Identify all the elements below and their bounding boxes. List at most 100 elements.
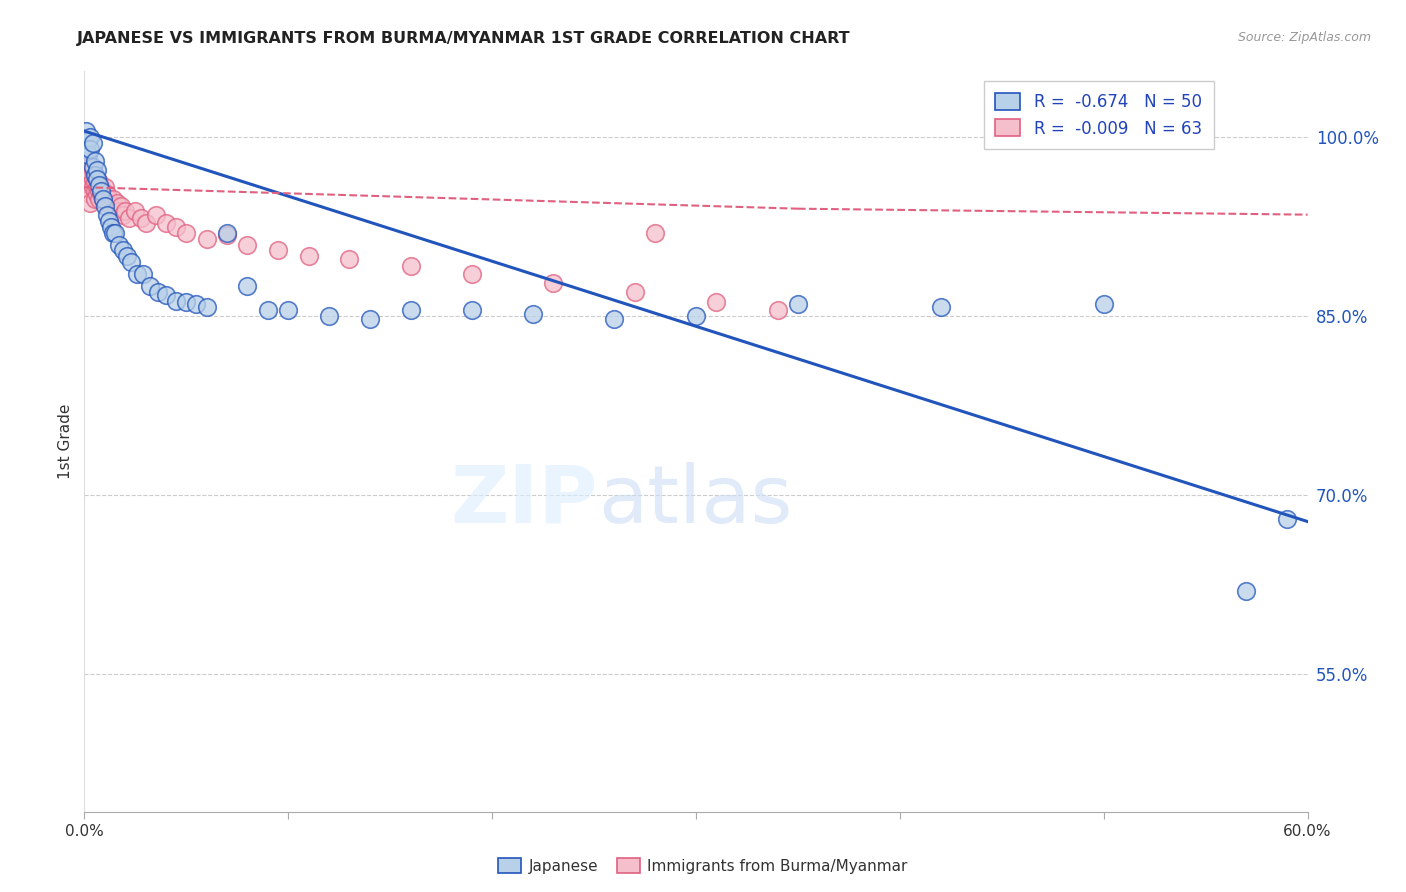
Point [82,160,104,174]
Point [522,307,544,321]
Point [1236,583,1258,598]
Point [79,160,101,174]
Point [766,303,789,318]
Point [86,187,108,202]
Point [787,297,810,311]
Point [79,130,101,145]
Point [77,134,100,148]
Point [86,171,108,186]
Point [91,192,114,206]
Point [1092,297,1115,311]
Point [359,311,381,326]
Point [77,168,100,182]
Point [105,195,128,210]
Point [267,244,290,258]
Point [90,180,112,194]
Point [97,192,120,206]
Point [195,231,218,245]
Point [145,208,167,222]
Point [83,192,105,206]
Point [79,168,101,182]
Point [77,160,100,174]
Point [96,187,118,202]
Point [104,226,127,240]
Point [101,226,124,240]
Point [75,153,97,168]
Point [132,268,155,282]
Point [174,294,197,309]
Point [146,285,169,300]
Text: Source: ZipAtlas.com: Source: ZipAtlas.com [1237,31,1371,45]
Point [83,175,105,189]
Point [155,216,177,230]
Point [93,199,115,213]
Point [77,148,100,162]
Point [75,124,97,138]
Point [87,175,110,189]
Point [91,192,114,206]
Point [929,300,952,314]
Point [96,208,118,222]
Point [257,303,280,318]
Point [118,211,141,226]
Point [77,175,100,189]
Point [82,136,104,150]
Point [100,199,122,213]
Point [298,249,321,264]
Point [461,303,484,318]
Point [97,213,120,227]
Point [399,259,422,273]
Point [706,294,728,309]
Point [82,163,104,178]
Point [86,163,108,178]
Text: ZIP: ZIP [451,462,598,540]
Point [165,293,187,308]
Point [685,309,707,323]
Point [75,178,97,192]
Point [1277,512,1299,526]
Point [87,184,110,198]
Point [83,168,105,182]
Point [86,180,108,194]
Point [114,204,136,219]
Text: JAPANESE VS IMMIGRANTS FROM BURMA/MYANMAR 1ST GRADE CORRELATION CHART: JAPANESE VS IMMIGRANTS FROM BURMA/MYANMA… [77,31,851,46]
Point [236,279,259,293]
Point [174,226,197,240]
Point [79,142,101,156]
Point [79,187,101,202]
Point [131,211,153,226]
Point [624,285,647,300]
Point [112,208,135,222]
Point [83,184,105,198]
Point [120,255,142,269]
Point [217,226,239,240]
Point [79,178,101,192]
Point [186,297,208,311]
Point [79,195,101,210]
Point [603,311,626,326]
Point [108,237,131,252]
Point [96,195,118,210]
Point [277,303,299,318]
Point [399,303,422,318]
Text: atlas: atlas [598,462,793,540]
Point [138,279,160,293]
Point [82,171,104,186]
Point [93,190,115,204]
Point [93,180,115,194]
Legend: R =  -0.674   N = 50, R =  -0.009   N = 63: R = -0.674 N = 50, R = -0.009 N = 63 [984,81,1213,149]
Point [91,184,114,198]
Point [461,268,484,282]
Point [83,168,105,182]
Point [82,180,104,194]
Point [87,192,110,206]
Point [543,276,565,290]
Point [195,300,218,314]
Point [75,166,97,180]
Point [90,187,112,202]
Point [75,142,97,156]
Point [115,249,138,264]
Point [165,219,187,234]
Point [339,252,361,266]
Point [217,227,239,242]
